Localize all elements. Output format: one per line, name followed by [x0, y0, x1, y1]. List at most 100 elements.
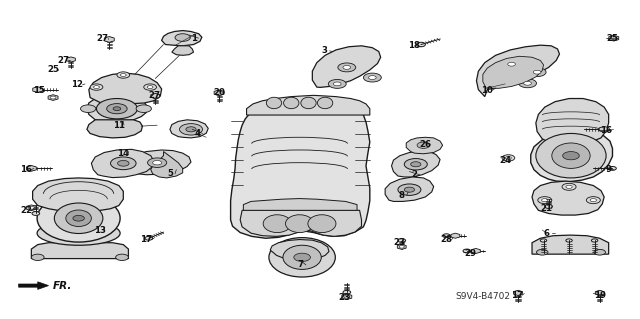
Polygon shape	[472, 249, 480, 254]
Circle shape	[343, 65, 351, 69]
Text: 16: 16	[20, 165, 32, 174]
Polygon shape	[513, 290, 522, 295]
Circle shape	[399, 246, 404, 248]
Circle shape	[338, 63, 356, 72]
Circle shape	[50, 96, 56, 99]
Ellipse shape	[81, 105, 96, 113]
Text: 22: 22	[20, 206, 32, 215]
Polygon shape	[31, 243, 129, 259]
Circle shape	[343, 290, 351, 294]
Text: 23: 23	[394, 238, 406, 247]
Circle shape	[594, 249, 605, 255]
Circle shape	[120, 74, 126, 77]
Polygon shape	[342, 294, 352, 300]
Circle shape	[214, 91, 223, 95]
Circle shape	[147, 86, 153, 88]
Polygon shape	[48, 95, 58, 100]
Ellipse shape	[97, 99, 138, 119]
Polygon shape	[451, 233, 460, 238]
Circle shape	[67, 57, 75, 61]
Circle shape	[538, 197, 552, 204]
Polygon shape	[19, 282, 49, 289]
Polygon shape	[67, 57, 76, 62]
Polygon shape	[397, 244, 406, 249]
Text: 19: 19	[594, 291, 605, 300]
Circle shape	[545, 204, 552, 208]
Polygon shape	[125, 150, 191, 175]
Circle shape	[508, 62, 515, 66]
Ellipse shape	[107, 104, 127, 114]
Text: 6: 6	[544, 229, 550, 238]
Polygon shape	[89, 73, 162, 104]
Circle shape	[344, 295, 349, 298]
Polygon shape	[392, 151, 440, 177]
Circle shape	[463, 249, 470, 253]
Polygon shape	[532, 235, 609, 254]
Polygon shape	[270, 240, 329, 261]
Circle shape	[145, 236, 153, 240]
Circle shape	[586, 197, 600, 204]
Circle shape	[533, 70, 541, 74]
Text: 16: 16	[600, 126, 612, 135]
Polygon shape	[87, 120, 143, 138]
Text: 14: 14	[117, 149, 129, 158]
Circle shape	[502, 60, 520, 69]
Circle shape	[398, 239, 406, 242]
Circle shape	[591, 239, 598, 242]
Text: 9: 9	[605, 165, 612, 174]
Circle shape	[328, 79, 346, 88]
Circle shape	[28, 206, 34, 209]
Text: 29: 29	[464, 249, 476, 258]
Ellipse shape	[37, 195, 120, 242]
Polygon shape	[214, 90, 224, 96]
Text: 5: 5	[167, 169, 173, 178]
Circle shape	[90, 84, 103, 90]
Polygon shape	[92, 149, 154, 178]
Text: 25: 25	[607, 34, 618, 43]
Text: FR.: FR.	[53, 281, 72, 291]
Circle shape	[179, 123, 202, 135]
Circle shape	[562, 183, 576, 190]
Polygon shape	[536, 99, 609, 144]
Polygon shape	[151, 93, 159, 99]
Polygon shape	[172, 46, 193, 55]
Circle shape	[518, 79, 536, 88]
Text: S9V4-B4702: S9V4-B4702	[455, 292, 510, 301]
Polygon shape	[33, 87, 43, 93]
Text: 26: 26	[419, 140, 431, 149]
Ellipse shape	[37, 221, 120, 245]
Text: 21: 21	[541, 204, 553, 213]
Polygon shape	[609, 35, 619, 41]
Ellipse shape	[301, 97, 316, 109]
Circle shape	[294, 253, 310, 262]
Circle shape	[596, 291, 604, 295]
Circle shape	[528, 68, 546, 77]
Text: 11: 11	[113, 121, 125, 130]
Polygon shape	[243, 198, 357, 210]
Circle shape	[116, 254, 129, 261]
Polygon shape	[406, 137, 443, 154]
Text: 8: 8	[399, 190, 404, 200]
Text: 17: 17	[511, 291, 523, 300]
Text: 13: 13	[93, 226, 106, 234]
Text: 27: 27	[57, 56, 69, 65]
Circle shape	[333, 82, 341, 86]
Polygon shape	[230, 99, 370, 238]
Circle shape	[417, 142, 430, 148]
Text: 20: 20	[213, 88, 225, 97]
Circle shape	[404, 159, 428, 170]
Circle shape	[506, 157, 511, 160]
Polygon shape	[87, 95, 148, 122]
Polygon shape	[595, 290, 604, 295]
Text: 1: 1	[191, 34, 196, 43]
Polygon shape	[162, 31, 202, 46]
Text: 2: 2	[412, 170, 417, 179]
Circle shape	[536, 249, 548, 255]
Text: 7: 7	[298, 260, 304, 270]
Circle shape	[369, 76, 376, 79]
Polygon shape	[483, 56, 543, 88]
Circle shape	[153, 160, 162, 165]
Text: 12: 12	[71, 80, 83, 89]
Polygon shape	[104, 37, 114, 42]
Polygon shape	[26, 205, 36, 211]
